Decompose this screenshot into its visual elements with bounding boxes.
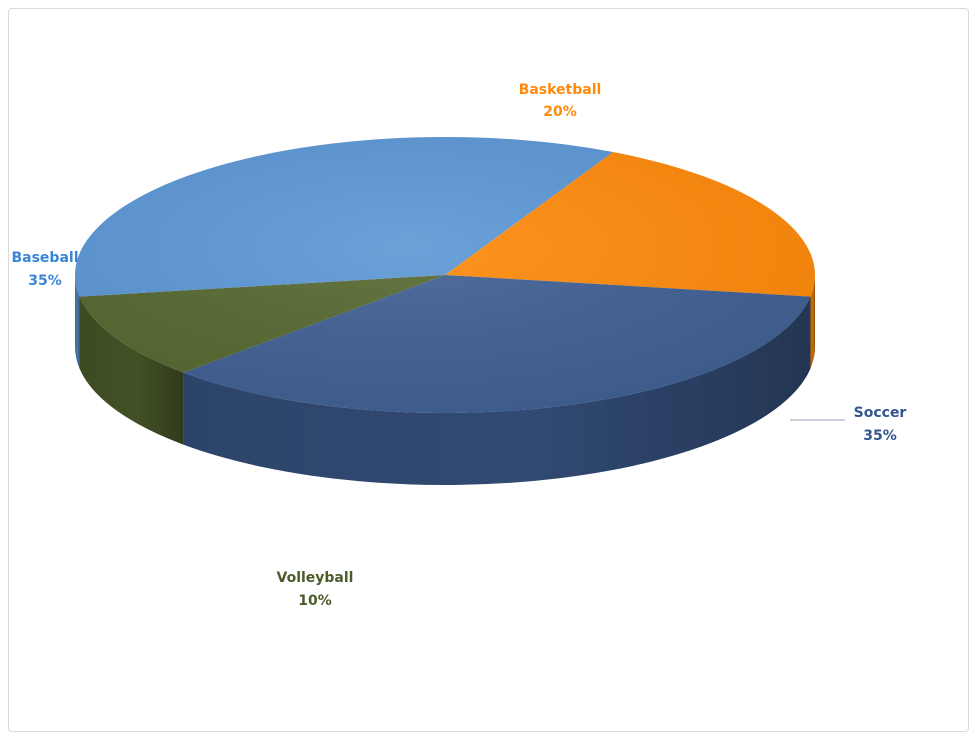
data-label-name-basketball: Basketball bbox=[519, 82, 602, 98]
data-label-value-volleyball: 10% bbox=[298, 593, 332, 609]
data-label-value-basketball: 20% bbox=[543, 104, 577, 120]
pie-side-shading-baseball bbox=[75, 275, 80, 369]
data-label-name-baseball: Baseball bbox=[11, 250, 78, 266]
data-label-value-soccer: 35% bbox=[863, 428, 897, 444]
data-label-value-baseball: 35% bbox=[28, 273, 62, 289]
data-label-name-volleyball: Volleyball bbox=[277, 570, 354, 586]
pie-top-sheen bbox=[75, 137, 815, 413]
pie-side-shading-volleyball bbox=[79, 296, 184, 445]
data-label-name-soccer: Soccer bbox=[854, 405, 907, 421]
pie-top-faces bbox=[75, 137, 815, 414]
pie-side-walls bbox=[75, 275, 815, 485]
pie-side-shading-soccer bbox=[183, 296, 811, 485]
data-labels: Basketball 20% Soccer 35% Volleyball 10% Baseb… bbox=[11, 82, 906, 609]
pie-side-shading-basketball bbox=[810, 275, 815, 369]
